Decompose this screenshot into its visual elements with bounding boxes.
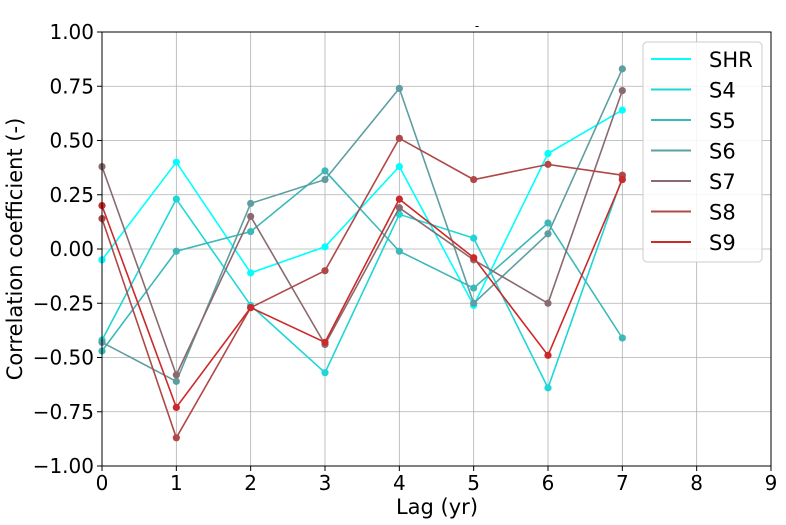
data-point-s8 — [395, 134, 403, 142]
data-point-s8 — [470, 175, 478, 184]
series-line-s4 — [101, 177, 624, 390]
legend-label-s4: S4 — [709, 79, 736, 103]
series-line-s6 — [101, 68, 624, 383]
data-point-s6 — [247, 199, 255, 208]
x-tick-label: 5 — [467, 471, 480, 495]
series-s6 — [98, 65, 626, 385]
y-tick-label: −0.75 — [33, 400, 94, 424]
legend-label-s6: S6 — [709, 140, 736, 164]
data-point-shr — [618, 106, 626, 114]
legend-label-s8: S8 — [709, 201, 736, 225]
data-point-s6 — [321, 175, 329, 184]
data-point-s5 — [618, 334, 626, 342]
data-point-s4 — [544, 384, 552, 392]
y-tick-label: 0.25 — [49, 183, 94, 207]
data-point-s7 — [618, 86, 626, 95]
data-point-shr — [247, 269, 255, 277]
y-tick-label: −0.50 — [33, 346, 94, 370]
data-point-shr — [172, 158, 180, 166]
series-shr — [98, 106, 626, 310]
x-tick-label: 0 — [96, 471, 109, 495]
data-point-s7 — [172, 371, 180, 379]
y-tick-label: 0.00 — [49, 237, 94, 261]
x-tick-label: 3 — [319, 471, 332, 495]
legend-frame — [642, 41, 763, 263]
data-point-s9 — [172, 403, 180, 412]
data-point-s7 — [395, 204, 403, 212]
x-tick-label: 6 — [542, 471, 555, 495]
legend: SHR S4 S5 S6 S7 S8 S9 — [642, 41, 763, 263]
x-tick-label: 7 — [616, 471, 629, 495]
data-point-shr — [321, 243, 329, 251]
y-tick-label: −0.25 — [33, 291, 94, 315]
y-tick-label: 1.00 — [49, 20, 94, 44]
y-tick-label: 0.50 — [49, 129, 94, 153]
data-point-s7 — [544, 299, 552, 307]
x-axis-label: Lag (yr) — [396, 495, 478, 519]
x-tick-label: 9 — [765, 471, 778, 495]
data-point-s6 — [395, 84, 403, 93]
series-line-shr — [101, 109, 623, 308]
chart-title: - — [475, 19, 479, 33]
legend-label-s7: S7 — [709, 170, 736, 194]
data-point-shr — [544, 149, 552, 158]
x-tick-label: 2 — [244, 471, 257, 495]
data-point-s5 — [544, 219, 552, 227]
data-point-s4 — [172, 195, 180, 203]
data-point-s6 — [544, 230, 552, 238]
data-point-s6 — [172, 377, 180, 385]
data-point-s4 — [321, 369, 329, 377]
data-point-s8 — [544, 160, 552, 168]
data-point-s6 — [470, 299, 478, 307]
data-point-s9 — [321, 338, 329, 346]
series-line-s5 — [101, 169, 623, 352]
data-point-s9 — [247, 303, 255, 312]
legend-label-s5: S5 — [709, 109, 736, 133]
series-line-s8 — [101, 137, 623, 440]
y-tick-label: 0.75 — [49, 74, 94, 98]
data-point-s5 — [172, 247, 180, 255]
y-tick-label: −1.00 — [33, 454, 94, 478]
series-layer — [98, 65, 626, 442]
data-point-shr — [395, 162, 403, 171]
data-point-s7 — [247, 212, 255, 221]
y-axis-label: Correlation coefficient (-) — [3, 118, 27, 381]
data-point-s9 — [618, 175, 626, 184]
data-point-s8 — [321, 267, 329, 275]
series-line-s7 — [101, 90, 624, 377]
x-tick-label: 8 — [690, 471, 703, 495]
x-tick-label: 1 — [170, 471, 183, 495]
data-point-s9 — [544, 351, 552, 359]
legend-label-shr: SHR — [709, 48, 753, 72]
axes: 0 1 2 3 4 5 6 7 8 9 −1.00 −0.75 −0.50 −0.25 0.00 0.25 0.… — [33, 20, 778, 495]
series-s9 — [98, 175, 626, 412]
series-s5 — [98, 167, 626, 355]
data-point-s9 — [470, 254, 478, 262]
data-point-s5 — [395, 247, 403, 255]
legend-label-s9: S9 — [709, 231, 736, 255]
data-point-s4 — [470, 234, 478, 242]
data-point-s5 — [321, 167, 329, 175]
data-point-s8 — [172, 434, 180, 442]
data-point-s5 — [470, 284, 478, 292]
data-point-s5 — [247, 228, 255, 236]
data-point-s6 — [618, 65, 626, 73]
x-tick-label: 4 — [393, 471, 406, 495]
data-point-s9 — [395, 195, 403, 203]
series-line-s9 — [101, 179, 624, 410]
